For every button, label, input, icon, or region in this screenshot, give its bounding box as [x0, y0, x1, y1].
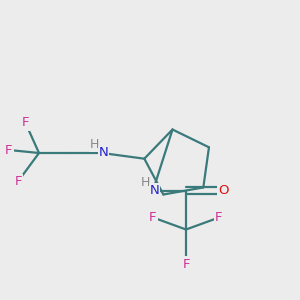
- Text: H: H: [141, 176, 150, 190]
- Text: H: H: [90, 138, 99, 151]
- Text: F: F: [14, 175, 22, 188]
- Text: F: F: [149, 211, 157, 224]
- Text: N: N: [150, 184, 159, 197]
- Text: F: F: [182, 257, 190, 271]
- Text: F: F: [22, 116, 29, 130]
- Text: F: F: [215, 211, 223, 224]
- Text: O: O: [218, 184, 229, 197]
- Text: F: F: [5, 143, 13, 157]
- Text: N: N: [99, 146, 108, 160]
